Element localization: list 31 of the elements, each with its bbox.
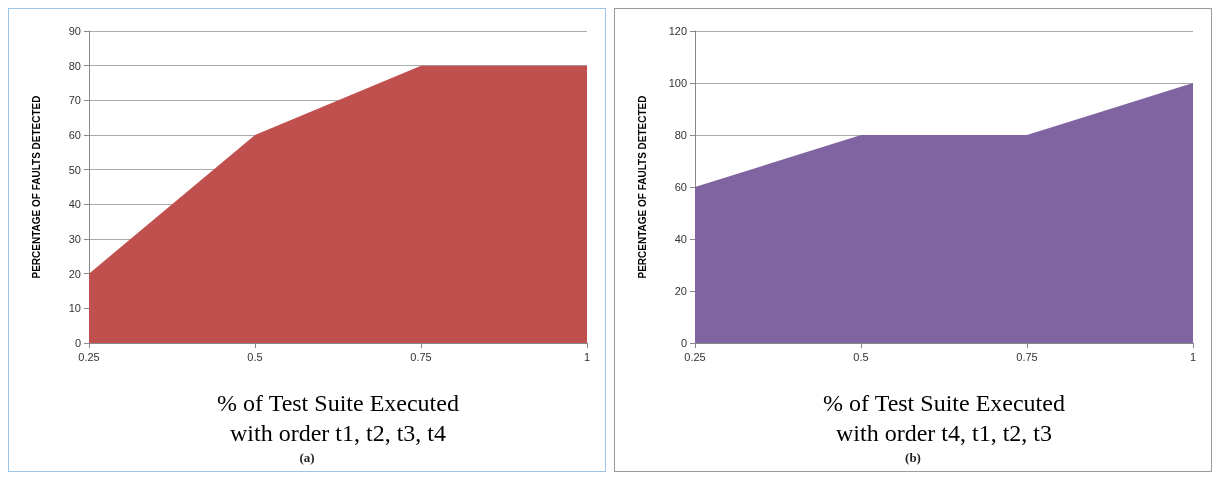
text: (a) (299, 450, 315, 465)
y-tick-label: 20 (68, 267, 81, 280)
y-tick-label: 40 (68, 198, 81, 211)
x-tick-label: 0.5 (247, 350, 263, 363)
y-tick-label: 70 (68, 94, 81, 107)
y-tick-label: 40 (674, 233, 687, 245)
x-tick-label: 0.75 (410, 350, 432, 363)
y-tick-label: 100 (668, 77, 687, 89)
y-tick-label: 10 (68, 302, 81, 315)
x-tick-label: 0.25 (684, 350, 706, 363)
y-tick-label: 90 (68, 25, 81, 37)
x-tick-label: 0.75 (1016, 350, 1038, 363)
y-tick-label: 60 (674, 181, 687, 193)
x-tick-label: 0.25 (78, 350, 100, 363)
y-tick-label: 120 (668, 25, 687, 37)
y-tick-label: 80 (674, 129, 687, 141)
y-tick-label: 20 (674, 285, 687, 297)
x-axis-title: % of Test Suite Executed with order t1, t2, t3, t4 (217, 390, 459, 446)
x-axis-title: % of Test Suite Executed with order t4, t1, t2, t3 (823, 390, 1065, 446)
y-axis-title: PERCENTAGE OF FAULTS DETECTED (30, 95, 42, 279)
x-tick-label: 0.5 (853, 350, 869, 363)
y-tick-label: 60 (68, 129, 81, 141)
text: (b) (905, 450, 921, 465)
y-tick-label: 0 (74, 337, 81, 349)
y-tick-label: 30 (68, 233, 81, 245)
y-tick-label: 0 (680, 337, 687, 349)
y-axis-title: PERCENTAGE OF FAULTS DETECTED (636, 95, 648, 279)
x-tick-label: 1 (1189, 350, 1197, 363)
y-tick-label: 50 (68, 163, 81, 176)
x-tick-label: 1 (583, 350, 591, 363)
y-tick-label: 80 (68, 59, 81, 72)
